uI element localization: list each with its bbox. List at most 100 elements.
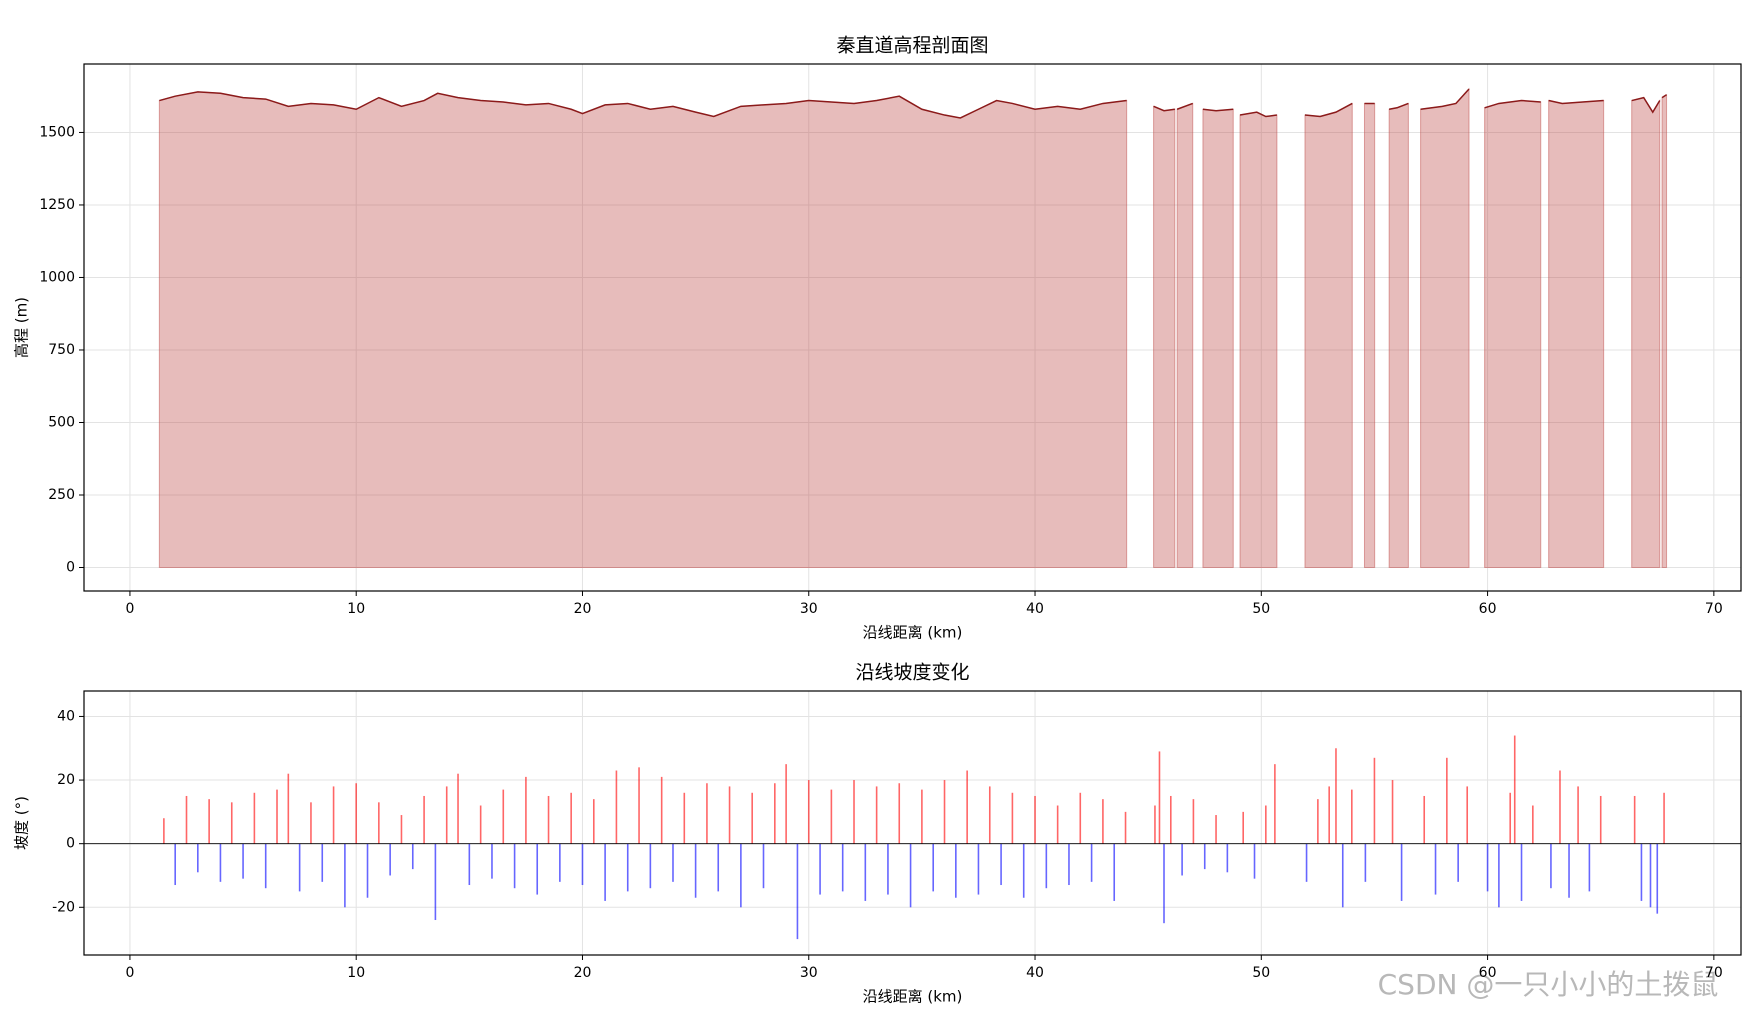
slope-bar [1364,843,1367,882]
slope-bar [513,843,516,889]
slope-bar [1226,843,1229,873]
slope-bar [445,786,448,844]
slope-bar [1113,843,1116,901]
y-tick-label: 500 [48,414,75,430]
x-tick-label: 30 [800,601,818,617]
slope-bar [1328,786,1330,844]
slope-bar [841,843,844,892]
x-axis-label: 沿线距离 (km) [863,988,963,1006]
slope-bar [1351,789,1353,844]
slope-bar [230,802,233,844]
slope-bar [1513,735,1516,844]
slope-bar [1192,799,1195,844]
slope-bar [547,795,550,844]
slope-bar [1203,843,1206,870]
x-tick-label: 50 [1252,965,1270,981]
slope-bar [1079,792,1082,844]
x-tick-label: 50 [1252,601,1270,617]
slope-bar [253,792,256,844]
x-tick-label: 0 [125,601,134,617]
slope-bar [366,843,369,898]
slope-bar [321,843,324,882]
y-tick-label: 0 [66,560,75,576]
slope-bar [411,843,414,870]
slope-bar [988,786,991,844]
slope-bar [389,843,391,876]
slope-bar [1000,843,1002,886]
slope-bar [774,783,776,844]
slope-bar [298,843,301,892]
slope-bar [491,843,493,879]
slope-bar [762,843,765,889]
slope-bar [185,795,188,844]
slope-bar [615,770,618,844]
slope-bar [1373,757,1376,844]
slope-bar [457,773,459,844]
slope-bar [276,789,278,844]
slope-bar [1090,843,1093,882]
elevation-area [158,87,1668,569]
x-tick-label: 60 [1479,965,1497,981]
slope-bar [717,843,720,892]
slope-bar [955,843,957,898]
slope-bar [1649,843,1652,908]
slope-bar [1391,780,1394,844]
slope-bar [1045,843,1048,889]
slope-bar [1335,748,1337,844]
slope-bar [740,843,742,908]
slope-bar [1568,843,1570,898]
slope-bar [966,770,968,844]
slope-bar [1011,792,1014,844]
slope-bar [604,843,606,901]
slope-bar [208,799,210,844]
slope-bar [536,843,539,895]
slope-bar [1656,843,1659,914]
slope-bar [1154,805,1156,844]
slope-bar [1305,843,1308,882]
slope-bar [310,802,312,844]
slope-bar [864,843,867,901]
slope-bar [875,786,878,844]
slope-bar [1317,799,1319,844]
slope-bar [1056,805,1059,844]
slope-bar [592,799,595,844]
slope-bar [672,843,674,882]
slope-bar [1466,786,1469,844]
slope-bar [830,789,833,844]
slope-bar [785,764,787,844]
slope-bar [1550,843,1552,889]
y-tick-label: 0 [66,836,75,852]
y-axis-label: 高程 (m) [13,297,31,358]
y-tick-label: 250 [48,487,75,503]
slope-bar [1423,795,1426,844]
elevation-line [159,88,1667,119]
slope-bar [977,843,980,895]
slope-bar [423,795,425,844]
slope-bar [1486,843,1489,892]
slope-bar [378,802,380,844]
slope-bar [853,780,855,844]
y-tick-label: 40 [57,708,75,724]
slope-bar [219,843,222,882]
y-tick-label: 1500 [39,124,75,140]
slope-bar [197,843,199,873]
slope-bar [660,776,663,844]
watermark: CSDN @一只小小的土拨鼠 [1378,968,1719,1001]
slope-bar [1588,843,1591,892]
slope-bar [287,773,290,844]
slope-bar [1242,811,1244,844]
y-tick-label: 750 [48,342,75,358]
slope-bar [1599,795,1602,844]
x-tick-label: 10 [347,601,365,617]
x-tick-label: 40 [1026,965,1044,981]
slope-bar [638,767,640,844]
y-axis-label: 坡度 (°) [13,796,31,850]
plot-frame [83,690,1742,956]
slope-bar [1169,795,1172,844]
slope-bar [1034,795,1036,844]
slope-bar [1022,843,1025,898]
slope-bar [1341,843,1344,908]
slope-bar [174,843,176,886]
slope-bar [1163,843,1165,924]
slope-bar [1577,786,1579,844]
